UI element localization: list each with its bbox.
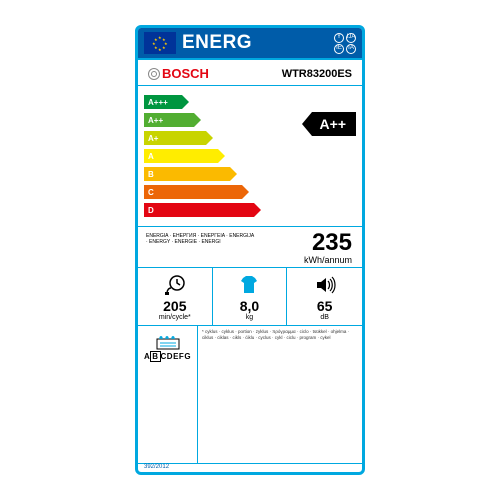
clock-plug-icon — [140, 272, 210, 298]
consumption-unit: kWh/annum — [144, 255, 352, 265]
grade-arrow: A++ — [144, 113, 194, 127]
lang-suffix-codes: Y IJA IE IA — [334, 33, 356, 54]
grade-arrow: A+ — [144, 131, 206, 145]
spec-cycle-time: 205 min/cycle* — [138, 268, 213, 325]
condenser-grade-letter: G — [184, 352, 191, 361]
efficiency-spectrum: A+++ A++ A+ ABCD A++ — [138, 86, 362, 227]
cycle-fineprint: * cyklus · cyklus · portion · zyklus · π… — [198, 326, 362, 463]
bottom-row: ABCDEFG * cyklus · cyklus · portion · zy… — [138, 326, 362, 463]
spec-noise: 65 dB — [287, 268, 362, 325]
header: ★★ ★★ ★★ ★★ ENERG Y IJA IE IA — [138, 28, 362, 60]
lang-code: IA — [346, 44, 356, 54]
time-unit: min/cycle* — [140, 314, 210, 321]
grade-arrow: B — [144, 167, 230, 181]
condenser-icon — [142, 330, 193, 352]
load-value: 8,0 — [215, 298, 285, 314]
grade-arrow: A — [144, 149, 218, 163]
sound-icon — [289, 272, 360, 298]
condenser-grade-letter: B — [150, 351, 160, 362]
lang-code: IE — [334, 44, 344, 54]
noise-unit: dB — [289, 314, 360, 321]
grade-label: B — [148, 170, 154, 179]
noise-value: 65 — [289, 298, 360, 314]
energy-label: ★★ ★★ ★★ ★★ ENERG Y IJA IE IA BOSCH WTR8… — [135, 25, 365, 475]
energy-title: ENERG — [182, 32, 334, 54]
eu-flag-icon: ★★ ★★ ★★ ★★ — [144, 32, 176, 54]
product-rating-badge: A++ — [312, 112, 356, 136]
grade-label: A+ — [148, 134, 158, 143]
grade-arrow: A+++ — [144, 95, 182, 109]
regulation-number: 392/2012 — [138, 463, 362, 472]
condenser-scale: ABCDEFG — [142, 352, 193, 361]
tshirt-icon — [215, 272, 285, 298]
grade-arrow: D — [144, 203, 254, 217]
brand-row: BOSCH WTR83200ES — [138, 60, 362, 86]
grade-label: A+++ — [148, 98, 168, 107]
bosch-ring-icon — [148, 68, 160, 80]
model-number: WTR83200ES — [282, 68, 352, 80]
grade-label: C — [148, 188, 154, 197]
grade-label: A — [148, 152, 154, 161]
grade-label: D — [148, 206, 154, 215]
condenser-class: ABCDEFG — [138, 326, 198, 463]
grade-label: A++ — [148, 116, 163, 125]
time-value: 205 — [140, 298, 210, 314]
spec-row: 205 min/cycle* 8,0 kg 65 dB — [138, 268, 362, 326]
grade-arrow: C — [144, 185, 242, 199]
product-rating: A++ — [320, 116, 346, 132]
lang-code: IJA — [346, 33, 356, 43]
load-unit: kg — [215, 314, 285, 321]
spec-load: 8,0 kg — [213, 268, 288, 325]
energia-multilang: ENERGIA · ЕНЕРГИЯ · ΕΝΕΡΓΕΙΑ · ENERGIJA … — [146, 233, 256, 245]
lang-code: Y — [334, 33, 344, 43]
brand-logo: BOSCH — [148, 66, 209, 81]
brand-name: BOSCH — [162, 66, 209, 81]
annual-consumption: ENERGIA · ЕНЕРГИЯ · ΕΝΕΡΓΕΙΑ · ENERGIJA … — [138, 227, 362, 268]
